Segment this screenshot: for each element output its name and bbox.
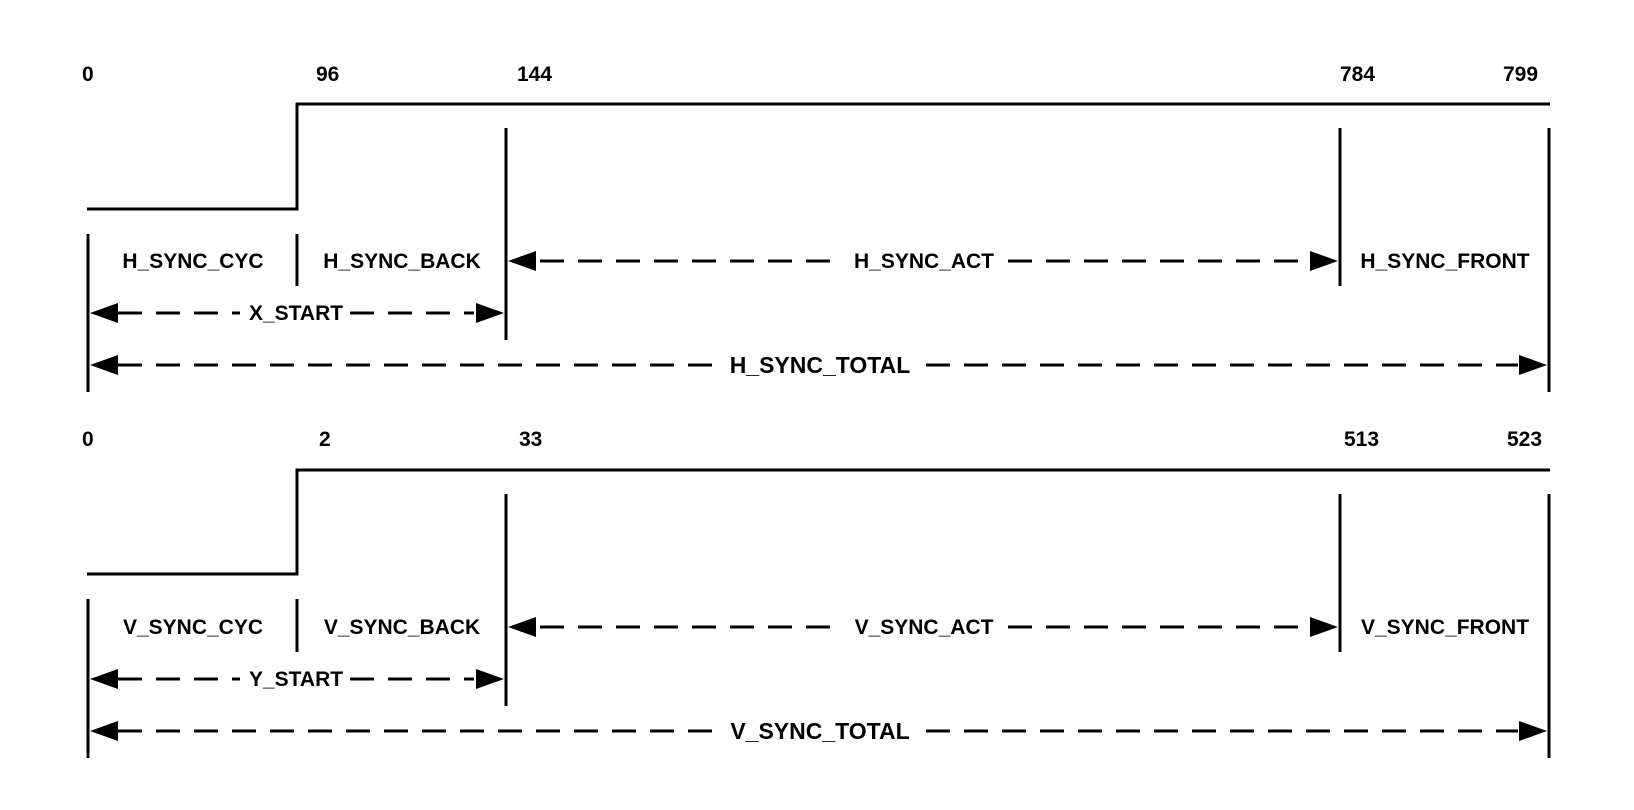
- h-sync-waveform: [87, 102, 1550, 211]
- h-tick-4: 799: [1503, 63, 1538, 86]
- v-tick-1: 2: [319, 428, 331, 451]
- vertical-timing-section: 0 2 33 513 523 V_SYNC_CYC V_SYNC_BACK V_…: [82, 428, 1551, 758]
- arrowhead-right-icon: [1519, 721, 1547, 741]
- v-sync-total-label: V_SYNC_TOTAL: [730, 718, 909, 744]
- arrowhead-right-icon: [476, 669, 504, 689]
- y-start-arrow: Y_START: [90, 668, 504, 691]
- h-tick-0: 0: [82, 63, 94, 86]
- y-start-label: Y_START: [249, 668, 343, 691]
- arrowhead-right-icon: [1310, 251, 1338, 271]
- h-tick-3: 784: [1340, 63, 1375, 86]
- v-tick-3: 513: [1344, 428, 1379, 451]
- arrowhead-right-icon: [476, 303, 504, 323]
- h-sync-total-arrow: H_SYNC_TOTAL: [90, 352, 1547, 378]
- arrowhead-left-icon: [90, 303, 118, 323]
- h-sync-cyc-label: H_SYNC_CYC: [122, 250, 263, 273]
- v-tick-0: 0: [82, 428, 94, 451]
- h-sync-front-label: H_SYNC_FRONT: [1360, 250, 1529, 273]
- h-sync-back-label: H_SYNC_BACK: [323, 250, 481, 273]
- arrowhead-left-icon: [90, 669, 118, 689]
- h-tick-2: 144: [517, 63, 552, 86]
- arrowhead-left-icon: [508, 617, 536, 637]
- v-tick-2: 33: [519, 428, 542, 451]
- v-sync-act-label: V_SYNC_ACT: [855, 616, 994, 639]
- h-tick-1: 96: [316, 63, 339, 86]
- h-sync-act-label: H_SYNC_ACT: [854, 250, 994, 273]
- arrowhead-left-icon: [90, 355, 118, 375]
- arrowhead-right-icon: [1519, 355, 1547, 375]
- arrowhead-right-icon: [1310, 617, 1338, 637]
- h-sync-act-arrow: H_SYNC_ACT: [508, 250, 1338, 273]
- v-sync-total-arrow: V_SYNC_TOTAL: [90, 718, 1547, 744]
- arrowhead-left-icon: [508, 251, 536, 271]
- v-sync-cyc-label: V_SYNC_CYC: [123, 616, 263, 639]
- x-start-label: X_START: [249, 302, 343, 325]
- x-start-arrow: X_START: [90, 302, 504, 325]
- v-sync-act-arrow: V_SYNC_ACT: [508, 616, 1338, 639]
- v-sync-front-label: V_SYNC_FRONT: [1361, 616, 1529, 639]
- v-sync-back-label: V_SYNC_BACK: [324, 616, 480, 639]
- horizontal-timing-section: 0 96 144 784 799 H_SYNC_CYC H_SYNC_BACK …: [82, 63, 1551, 392]
- v-tick-4: 523: [1507, 428, 1542, 451]
- arrowhead-left-icon: [90, 721, 118, 741]
- h-sync-total-label: H_SYNC_TOTAL: [730, 352, 911, 378]
- v-sync-waveform: [87, 468, 1550, 576]
